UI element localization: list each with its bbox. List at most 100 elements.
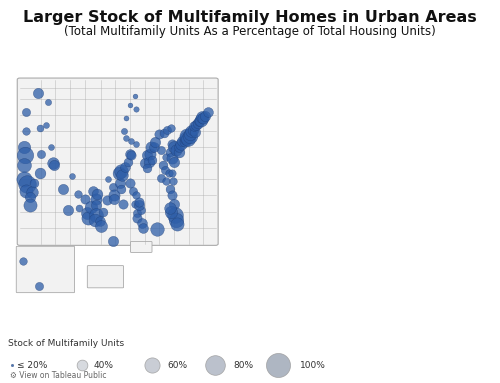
Point (166, 125, 174, 131)
Point (170, 212, 178, 218)
Point (126, 180, 134, 186)
Text: Stock of Multifamily Units: Stock of Multifamily Units (8, 339, 124, 348)
Text: ≤ 20%: ≤ 20% (18, 360, 48, 370)
Point (130, 188, 138, 194)
Point (166, 208, 174, 214)
Point (19, 259, 27, 265)
Point (194, 120, 202, 126)
Point (162, 126, 170, 133)
Point (87, 204, 95, 210)
Point (110, 196, 118, 202)
Point (148, 362, 156, 368)
Point (153, 226, 161, 232)
Point (20, 162, 28, 168)
Point (156, 131, 164, 137)
Point (162, 154, 170, 160)
Point (89, 188, 97, 194)
Point (109, 184, 117, 190)
Point (44, 99, 52, 105)
Point (189, 126, 197, 133)
Point (126, 102, 134, 108)
Point (30, 180, 38, 186)
Text: 40%: 40% (94, 360, 114, 370)
Point (104, 176, 112, 182)
Point (134, 210, 141, 216)
Point (176, 144, 184, 150)
Point (118, 200, 126, 206)
Point (120, 128, 128, 134)
Point (22, 188, 30, 194)
Point (116, 180, 124, 186)
Point (172, 147, 179, 154)
Point (74, 205, 82, 211)
Point (81, 196, 89, 202)
Point (132, 192, 140, 198)
Point (162, 178, 170, 184)
Point (168, 178, 176, 184)
Point (42, 122, 50, 128)
Point (118, 172, 126, 178)
Point (46, 144, 54, 150)
Point (170, 200, 178, 206)
Point (131, 93, 139, 99)
Point (64, 207, 72, 213)
Point (138, 220, 146, 226)
Point (187, 128, 195, 134)
FancyBboxPatch shape (17, 78, 218, 246)
Point (184, 133, 192, 139)
Text: ⚙ View on Tableau Public: ⚙ View on Tableau Public (10, 371, 106, 380)
Point (109, 237, 117, 244)
Point (22, 128, 30, 134)
Point (182, 138, 190, 144)
Point (50, 162, 58, 168)
Point (136, 202, 143, 208)
Point (20, 176, 28, 182)
Point (22, 109, 30, 115)
Point (148, 157, 156, 163)
Point (92, 212, 100, 218)
Point (84, 210, 92, 216)
Point (36, 125, 44, 131)
Point (178, 138, 186, 144)
Point (84, 215, 92, 221)
Point (92, 196, 100, 202)
Point (36, 283, 44, 289)
Point (103, 197, 111, 203)
Point (126, 151, 134, 157)
Point (134, 215, 141, 221)
Point (68, 173, 76, 179)
Point (168, 192, 175, 198)
Point (157, 147, 165, 154)
Point (135, 199, 143, 205)
Point (274, 362, 282, 368)
Point (164, 170, 172, 176)
Point (146, 144, 154, 150)
Point (36, 170, 44, 176)
Point (122, 115, 130, 121)
Point (132, 106, 140, 112)
Point (116, 186, 124, 192)
Point (166, 205, 173, 211)
Point (197, 117, 205, 123)
Point (90, 216, 98, 223)
Point (190, 123, 198, 129)
Point (170, 144, 178, 150)
Point (96, 218, 104, 224)
Point (140, 160, 148, 166)
Point (161, 167, 169, 173)
FancyBboxPatch shape (16, 246, 74, 293)
Point (182, 135, 190, 141)
Point (124, 159, 132, 165)
Point (110, 192, 118, 198)
Point (136, 207, 144, 213)
Point (131, 200, 139, 206)
Point (144, 159, 152, 165)
Point (48, 160, 56, 166)
Point (192, 122, 200, 128)
Point (142, 152, 150, 158)
Point (143, 165, 151, 171)
Point (200, 115, 207, 121)
Point (186, 131, 194, 137)
Point (38, 151, 46, 157)
Point (178, 141, 186, 147)
